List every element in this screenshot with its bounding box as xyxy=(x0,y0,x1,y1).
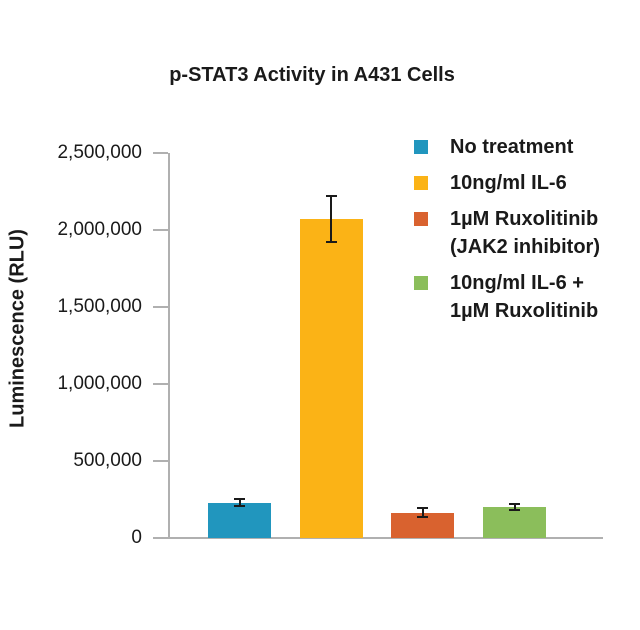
y-tick-mark xyxy=(153,383,168,385)
legend-label-line: (JAK2 inhibitor) xyxy=(450,236,600,258)
error-bar-cap xyxy=(325,241,337,244)
legend-label-line: 10ng/ml IL-6 + xyxy=(450,272,584,294)
error-bar-cap xyxy=(509,503,521,506)
y-tick-label: 2,000,000 xyxy=(57,219,142,240)
y-tick-mark xyxy=(153,537,168,539)
legend-swatch-icon xyxy=(414,140,428,154)
error-bar-cap xyxy=(234,497,245,500)
legend-label-line: 1µM Ruxolitinib xyxy=(450,208,599,230)
y-tick-mark xyxy=(153,306,168,308)
legend: No treatment 10ng/ml IL-6 1µM Ruxolitinib (… xyxy=(414,133,600,333)
bar-10ng-ml-il-6-1-m-ruxolitinib xyxy=(483,507,547,538)
x-axis-line xyxy=(168,537,603,539)
y-tick-label: 1,000,000 xyxy=(57,373,142,394)
y-tick-mark xyxy=(153,152,168,154)
error-bar-cap xyxy=(417,506,429,509)
error-bar-cap xyxy=(509,509,521,512)
y-tick-label: 1,500,000 xyxy=(57,296,142,317)
bar-10ng-ml-il-6 xyxy=(299,219,363,538)
legend-label: 10ng/ml IL-6 + 1µM Ruxolitinib xyxy=(450,269,598,325)
error-bar-10ng-ml-il-6 xyxy=(330,196,333,243)
error-bar-10ng-ml-il-6-1-m-ruxolitinib xyxy=(513,504,516,511)
legend-label-line: 1µM Ruxolitinib xyxy=(450,300,599,322)
error-bar-cap xyxy=(234,505,245,508)
y-axis-line xyxy=(168,153,170,538)
legend-swatch-icon xyxy=(414,176,428,190)
error-bar-cap xyxy=(417,516,429,519)
error-bar-cap xyxy=(325,195,337,198)
error-bar-no-treatment xyxy=(238,498,241,507)
y-tick-mark xyxy=(153,460,168,462)
y-tick-label: 500,000 xyxy=(73,450,142,471)
legend-item-no-treatment: No treatment xyxy=(414,133,600,161)
legend-label: 1µM Ruxolitinib (JAK2 inhibitor) xyxy=(450,205,600,261)
legend-label-line: No treatment xyxy=(450,136,574,158)
legend-item-10ng-ml-il-6-1-m-ruxolitinib: 10ng/ml IL-6 + 1µM Ruxolitinib xyxy=(414,269,600,325)
error-bar-1-m-ruxolitinib-jak2-inhibitor xyxy=(421,507,424,518)
bar-no-treatment xyxy=(208,502,271,538)
legend-label-line: 10ng/ml IL-6 xyxy=(450,172,567,194)
y-tick-label: 2,500,000 xyxy=(57,142,142,163)
legend-label: 10ng/ml IL-6 xyxy=(450,169,567,197)
y-tick-mark xyxy=(153,229,168,231)
legend-swatch-icon xyxy=(414,276,428,290)
legend-item-1-m-ruxolitinib-jak2-inhibitor: 1µM Ruxolitinib (JAK2 inhibitor) xyxy=(414,205,600,261)
legend-label: No treatment xyxy=(450,133,573,161)
y-tick-label: 0 xyxy=(131,527,142,548)
plot-area: 0 500,000 1,000,000 1,500,000 2,000,000 2,500… xyxy=(57,142,603,548)
legend-swatch-icon xyxy=(414,212,428,226)
y-axis-title: Luminescence (RLU) xyxy=(6,229,29,428)
chart-title: p-STAT3 Activity in A431 Cells xyxy=(169,64,455,86)
legend-item-10ng-ml-il-6: 10ng/ml IL-6 xyxy=(414,169,600,197)
